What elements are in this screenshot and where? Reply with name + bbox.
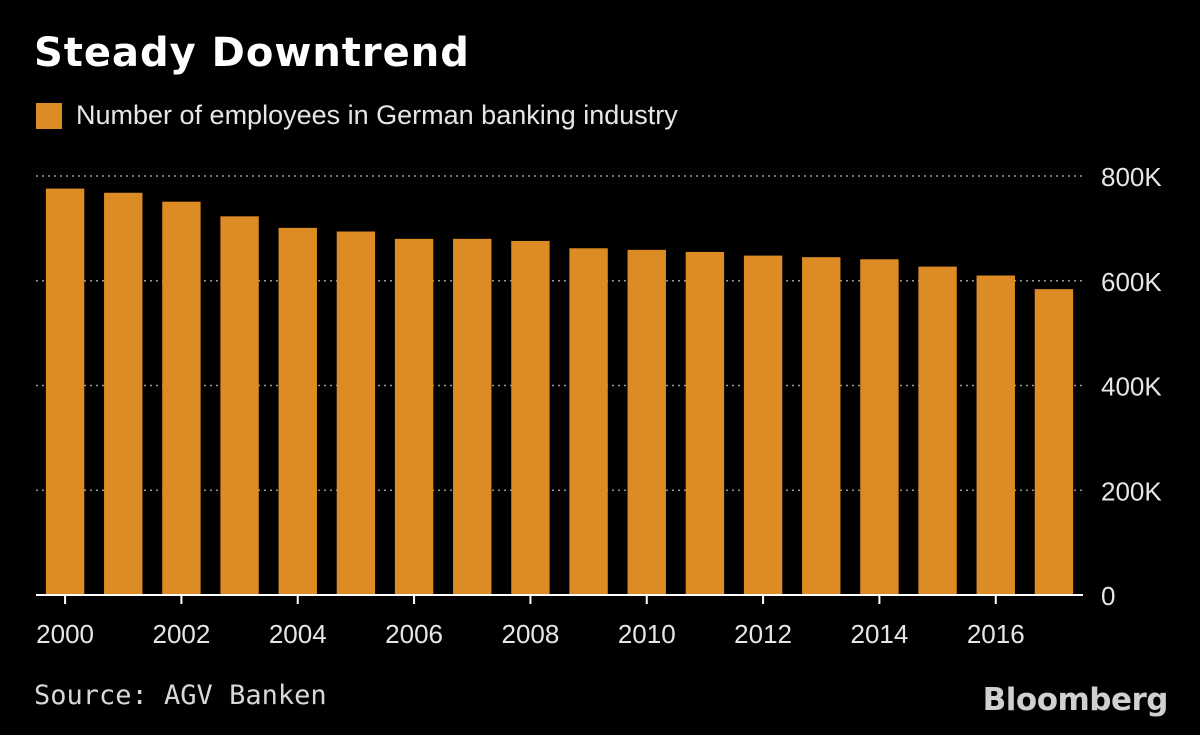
bar (685, 251, 725, 595)
bar (860, 259, 899, 595)
y-tick-label: 0 (1101, 581, 1115, 611)
bar (1034, 289, 1074, 595)
y-tick-label: 600K (1101, 267, 1162, 297)
legend: Number of employees in German banking in… (36, 100, 678, 131)
bar (976, 275, 1015, 595)
x-tick-label: 2016 (967, 619, 1025, 649)
chart-title: Steady Downtrend (34, 30, 470, 76)
x-tick-label: 2002 (152, 619, 210, 649)
bar (511, 240, 550, 595)
x-tick-label: 2008 (501, 619, 559, 649)
bar (45, 188, 85, 595)
bar (743, 255, 783, 596)
bar (220, 216, 259, 596)
bar (569, 248, 608, 595)
x-tick-label: 2004 (269, 619, 327, 649)
y-tick-label: 800K (1101, 162, 1162, 192)
x-tick-label: 2010 (618, 619, 676, 649)
x-tick-label: 2000 (36, 619, 94, 649)
bar (453, 238, 492, 595)
y-tick-label: 200K (1101, 476, 1162, 506)
bar (918, 266, 957, 595)
legend-label: Number of employees in German banking in… (76, 100, 678, 130)
y-tick-label: 400K (1101, 372, 1162, 402)
source-note: Source: AGV Banken (34, 680, 327, 711)
bar (802, 257, 841, 595)
x-tick-label: 2012 (734, 619, 792, 649)
bar (394, 238, 434, 595)
bar (162, 201, 201, 595)
bloomberg-logo: Bloomberg (982, 682, 1169, 718)
bar (627, 249, 666, 595)
bar (104, 192, 143, 595)
x-tick-label: 2006 (385, 619, 443, 649)
bar (278, 227, 317, 595)
x-tick-label: 2014 (850, 619, 908, 649)
legend-swatch (36, 102, 62, 129)
bar (336, 231, 376, 595)
